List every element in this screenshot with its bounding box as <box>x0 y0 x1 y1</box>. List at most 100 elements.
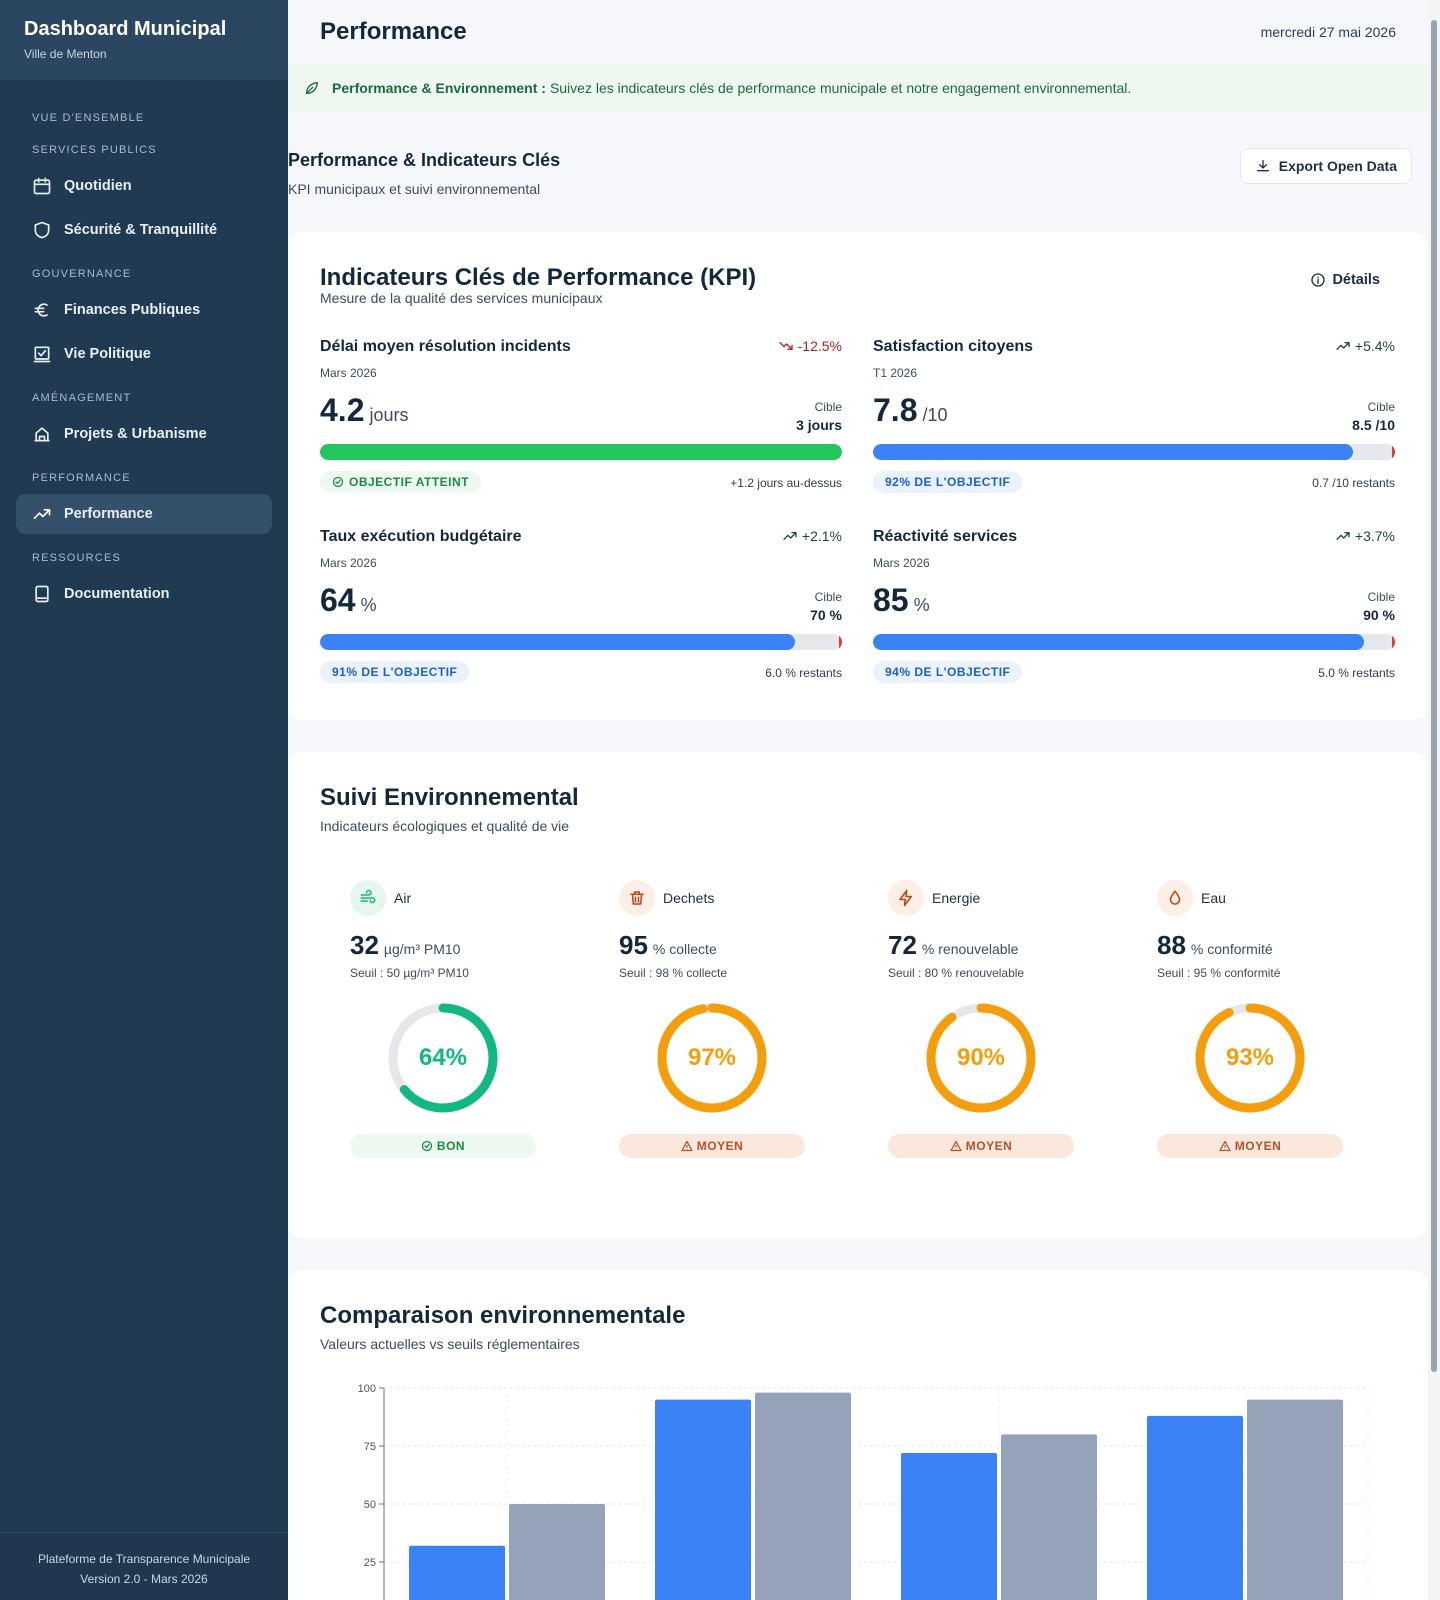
chart-bar[interactable] <box>1001 1434 1097 1600</box>
kpi-target-label: Cible <box>1367 400 1395 414</box>
chart-bar[interactable] <box>901 1452 997 1600</box>
banner-text: Suivez les indicateurs clés de performan… <box>549 80 1132 96</box>
details-button[interactable]: Détails <box>1310 272 1380 288</box>
kpi-target-marker <box>1392 444 1395 460</box>
kpi-trend: +2.1% <box>782 528 842 544</box>
scrollbar[interactable] <box>1428 0 1440 1600</box>
kpi-number: 85 <box>873 582 909 618</box>
env-threshold: Seuil : 50 µg/m³ PM10 <box>350 966 469 980</box>
env-status-label: MOYEN <box>1234 1139 1282 1153</box>
env-header: Air <box>350 880 411 916</box>
kpi-status-badge: 94% DE L'OBJECTIF <box>873 661 1023 683</box>
env-unit: % conformité <box>1190 941 1273 957</box>
kpi-progress-bar <box>873 634 1395 650</box>
y-tick-label: 50 <box>364 1499 376 1511</box>
kpi-period: Mars 2026 <box>873 556 930 570</box>
y-tick-label: 25 <box>364 1557 376 1569</box>
kpi-trend-value: +2.1% <box>801 528 842 544</box>
chart-bar[interactable] <box>1147 1415 1243 1600</box>
kpi-progress-bar <box>320 634 842 650</box>
sidebar-item-quotidien[interactable]: Quotidien <box>16 166 272 206</box>
sidebar-item-vie-politique[interactable]: Vie Politique <box>16 334 272 374</box>
page-date: mercredi 27 mai 2026 <box>1260 24 1396 40</box>
kpi-period: Mars 2026 <box>320 366 377 380</box>
env-number: 72 <box>888 930 917 960</box>
env-status-label: MOYEN <box>696 1139 744 1153</box>
kpi-progress-bar <box>320 444 842 460</box>
kpi-remaining: 0.7 /10 restants <box>1312 476 1395 490</box>
kpi-item: Réactivité services Mars 2026 +3.7% 85% Cibl… <box>873 528 1395 698</box>
warning-icon <box>681 1140 693 1152</box>
kpi-name: Taux exécution budgétaire <box>320 528 522 545</box>
kpi-target-value: 3 jours <box>796 417 842 433</box>
kpi-target-label: Cible <box>814 590 842 604</box>
chart-bar[interactable] <box>1247 1399 1343 1600</box>
env-value: 32 µg/m³ PM10 <box>350 930 460 961</box>
kpi-target-marker <box>1392 634 1395 650</box>
sidebar-item-projets[interactable]: Projets & Urbanisme <box>16 414 272 454</box>
env-status-badge: MOYEN <box>1157 1134 1343 1158</box>
trend-up-icon <box>33 509 51 519</box>
env-gauge <box>926 1003 1036 1113</box>
kpi-name: Délai moyen résolution incidents <box>320 338 571 355</box>
env-gauge <box>1195 1003 1305 1113</box>
comparison-chart: 100 75 50 25 <box>320 1380 1400 1600</box>
env-percent: 97% <box>687 1044 737 1071</box>
check-circle-icon <box>332 476 344 488</box>
env-number: 88 <box>1157 930 1186 960</box>
calendar-icon <box>33 177 51 195</box>
env-status-label: MOYEN <box>965 1139 1013 1153</box>
kpi-badge-label: 94% DE L'OBJECTIF <box>885 665 1011 679</box>
kpi-unit: /10 <box>922 405 948 425</box>
env-gauge <box>388 1003 498 1113</box>
sidebar-item-finances[interactable]: Finances Publiques <box>16 290 272 330</box>
sidebar-item-documentation[interactable]: Documentation <box>16 574 272 614</box>
env-number: 95 <box>619 930 648 960</box>
env-threshold: Seuil : 98 % collecte <box>619 966 728 980</box>
export-open-data-button[interactable]: Export Open Data <box>1239 148 1412 184</box>
env-header: Eau <box>1157 880 1226 916</box>
kpi-trend-value: +5.4% <box>1354 338 1395 354</box>
kpi-value: 64% <box>320 582 377 619</box>
nav-section-overview[interactable]: VUE D'ENSEMBLE <box>32 112 145 124</box>
env-value: 88% conformité <box>1157 930 1273 961</box>
kpi-target-label: Cible <box>814 400 842 414</box>
comparison-card: Comparaison environnementale Valeurs act… <box>288 1270 1428 1600</box>
chart-bar[interactable] <box>655 1399 751 1600</box>
scrollbar-thumb[interactable] <box>1431 20 1437 1372</box>
sidebar-item-securite[interactable]: Sécurité & Tranquillité <box>16 210 272 250</box>
env-name: Dechets <box>663 890 715 906</box>
kpi-trend: +5.4% <box>1335 338 1395 354</box>
trend-up-icon <box>783 532 797 540</box>
kpi-progress-fill <box>873 444 1354 460</box>
comparison-chart-svg: 100 75 50 25 <box>358 1383 1369 1600</box>
y-tick-label: 75 <box>364 1441 376 1453</box>
env-indicator: Energie 72% renouvelable Seuil : 80 % reno… <box>888 880 1074 1170</box>
chart-bar[interactable] <box>755 1392 851 1600</box>
sidebar-item-performance[interactable]: Performance <box>16 494 272 534</box>
book-icon <box>35 585 49 603</box>
chart-bar[interactable] <box>409 1545 505 1600</box>
env-value: 95% collecte <box>619 930 717 961</box>
trend-up-icon <box>1336 342 1350 350</box>
kpi-value: 85% <box>873 582 930 619</box>
kpi-trend: -12.5% <box>778 338 842 354</box>
kpi-target: Cible 70 % <box>810 590 842 623</box>
kpi-period: Mars 2026 <box>320 556 377 570</box>
leaf-icon <box>306 82 318 94</box>
section-title: Performance & Indicateurs Clés <box>288 150 561 170</box>
env-status-badge: MOYEN <box>888 1134 1074 1158</box>
nav-section-amenagement: AMÉNAGEMENT <box>32 392 132 404</box>
banner-bold: Performance & Environnement : <box>332 80 546 96</box>
env-card-title: Suivi Environnemental <box>320 784 579 811</box>
sidebar-item-label: Projets & Urbanisme <box>64 426 207 442</box>
chart-bar[interactable] <box>509 1504 605 1600</box>
sidebar-item-label: Quotidien <box>64 178 132 194</box>
env-name: Air <box>394 890 412 906</box>
nav-section-performance: PERFORMANCE <box>32 472 131 484</box>
gauge-arc <box>1195 1003 1305 1113</box>
brand-title: Dashboard Municipal <box>24 18 227 40</box>
sidebar-footer: Plateforme de Transparence Municipale Ve… <box>0 1532 288 1600</box>
kpi-remaining: 6.0 % restants <box>765 666 842 680</box>
nav-section-gouvernance: GOUVERNANCE <box>32 268 132 280</box>
